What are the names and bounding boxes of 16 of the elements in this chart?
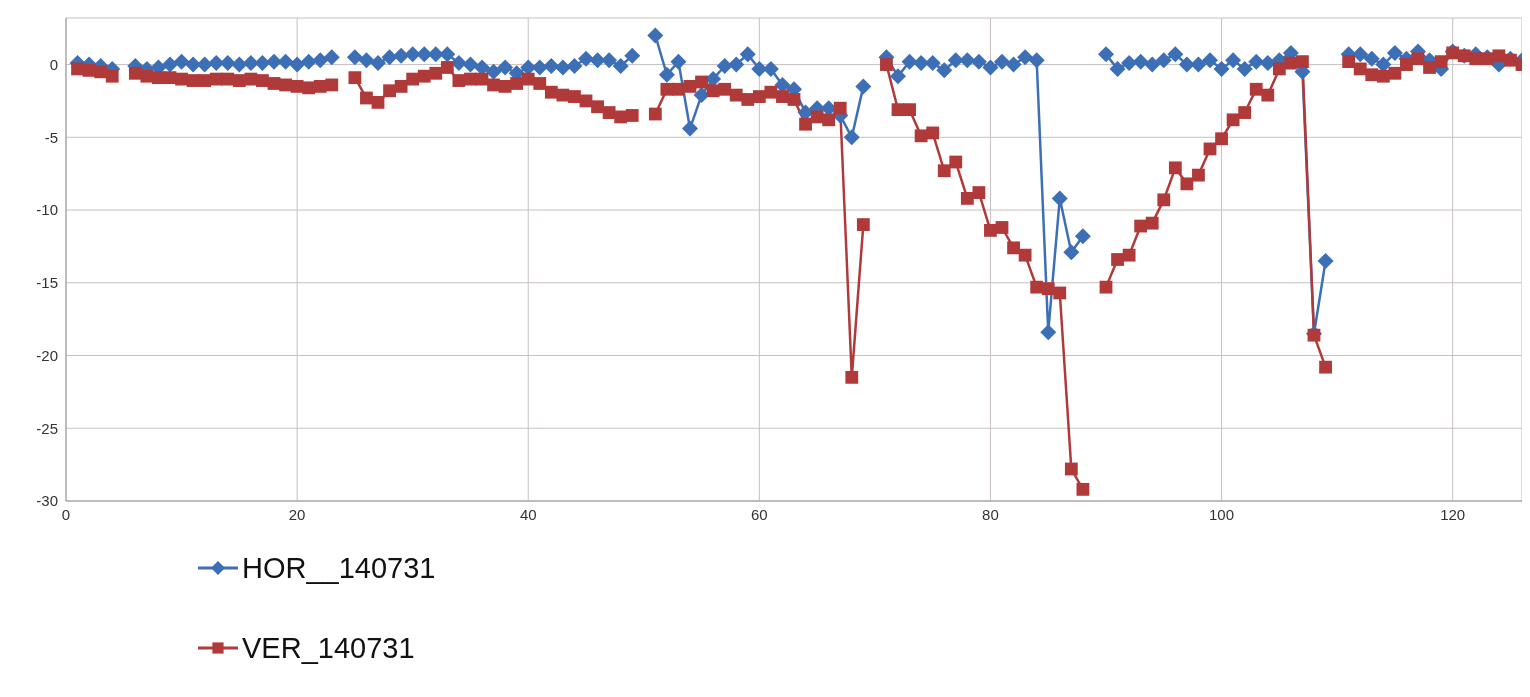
- x-tick-label: 120: [1440, 505, 1466, 523]
- legend-label: VER_140731: [242, 631, 415, 665]
- y-tick-label: -25: [36, 419, 58, 437]
- x-tick-label: 80: [982, 505, 999, 523]
- x-tick-label: 40: [519, 505, 537, 523]
- y-tick-label: -20: [36, 346, 58, 364]
- y-tick-label: -15: [36, 274, 58, 292]
- x-tick-label: 60: [750, 505, 768, 523]
- y-tick-label: -30: [36, 492, 58, 510]
- legend-label: HOR__140731: [242, 551, 436, 585]
- x-tick-label: 20: [288, 505, 306, 523]
- x-tick-label: 0: [61, 505, 71, 523]
- y-tick-label: 0: [49, 55, 58, 73]
- x-tick-label: 100: [1209, 505, 1235, 523]
- y-tick-label: -10: [36, 201, 58, 219]
- y-tick-label: -5: [44, 128, 58, 146]
